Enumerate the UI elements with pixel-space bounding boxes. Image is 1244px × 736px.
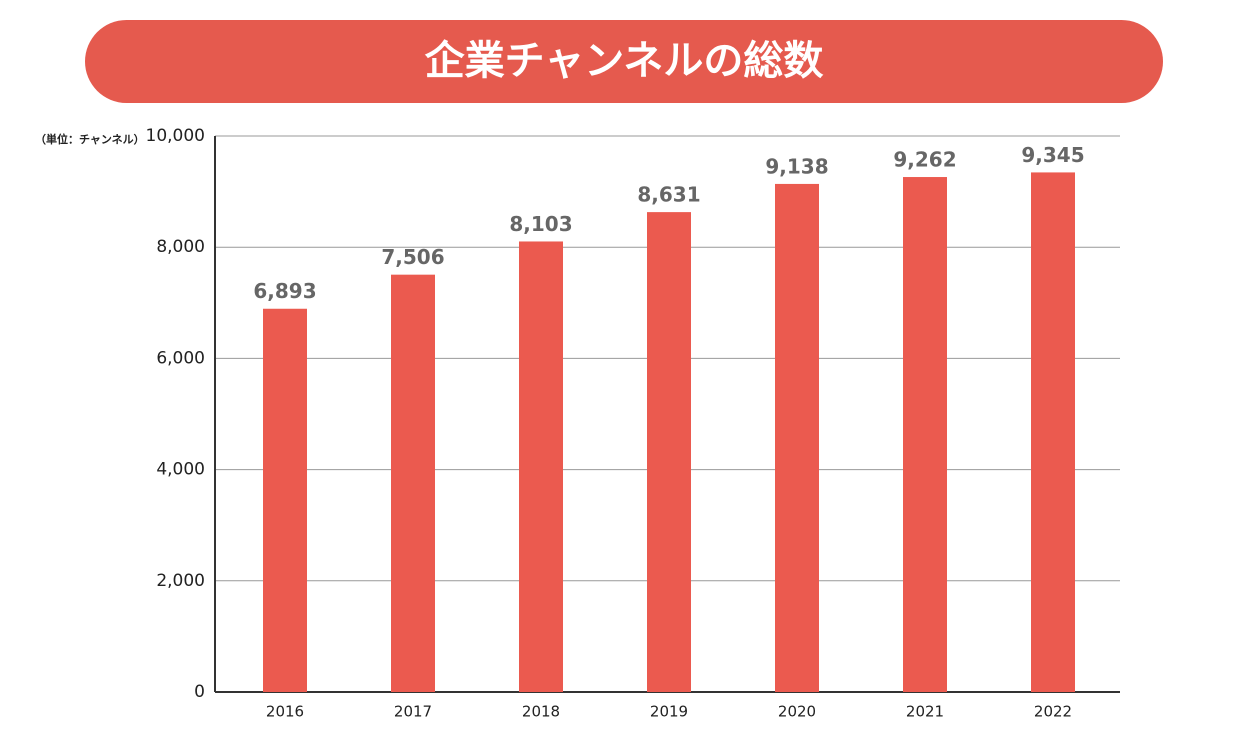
x-tick-label: 2017: [394, 703, 432, 721]
bar: [519, 241, 563, 692]
bar: [1031, 172, 1075, 693]
bar: [647, 212, 691, 692]
y-tick-label: 4,000: [156, 460, 205, 480]
value-label: 9,262: [893, 148, 956, 172]
y-tick-label: 6,000: [156, 348, 205, 368]
y-tick-label: 2,000: [156, 571, 205, 591]
x-tick-label: 2020: [778, 703, 816, 721]
x-tick-label: 2021: [906, 703, 944, 721]
y-axis-unit: （単位：チャンネル）: [35, 132, 145, 146]
chart-title: 企業チャンネルの総数: [425, 38, 824, 84]
value-label: 8,103: [509, 212, 572, 236]
bar: [263, 308, 307, 692]
value-label: 9,345: [1021, 143, 1084, 167]
x-tick-label: 2018: [522, 703, 560, 721]
value-label: 8,631: [637, 183, 700, 207]
y-tick-label: 0: [194, 682, 205, 702]
x-tick-label: 2022: [1034, 703, 1072, 721]
value-label: 7,506: [381, 245, 444, 269]
value-label: 9,138: [765, 154, 828, 178]
bar: [903, 177, 947, 692]
title-banner: [85, 20, 1163, 103]
value-label: 6,893: [253, 279, 316, 303]
y-tick-label: 10,000: [146, 126, 205, 146]
bar: [775, 183, 819, 693]
bar: [391, 274, 435, 692]
y-tick-label: 8,000: [156, 237, 205, 257]
x-tick-label: 2016: [266, 703, 304, 721]
x-tick-label: 2019: [650, 703, 688, 721]
